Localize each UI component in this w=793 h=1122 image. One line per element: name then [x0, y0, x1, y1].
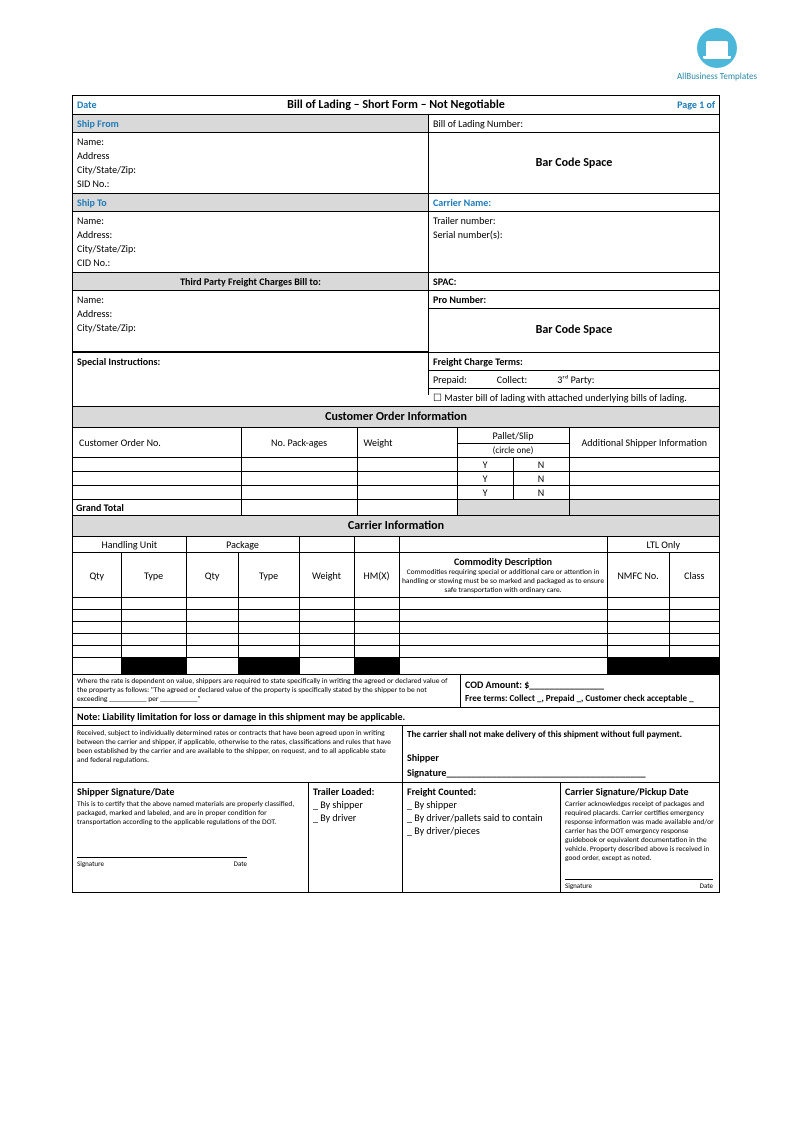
- logo: AllBusiness Templates: [677, 28, 757, 82]
- received-note: Received, subject to individually determ…: [73, 726, 403, 782]
- ltl-header: LTL Only: [607, 537, 719, 553]
- ship-from-name: Name:: [77, 135, 424, 149]
- logo-text: AllBusiness Templates: [677, 72, 757, 82]
- third-party-city: City/State/Zip:: [77, 321, 424, 335]
- fc-by-driver-pallets: _ By driver/pallets said to contain: [407, 811, 556, 824]
- customer-order-title: Customer Order Information: [73, 407, 719, 428]
- commodity-desc-header: Commodity Description: [402, 555, 605, 568]
- ship-to-city: City/State/Zip:: [77, 242, 424, 256]
- ship-from-address: Address: [77, 149, 424, 163]
- barcode-space-2: Bar Code Space: [429, 309, 719, 351]
- special-instructions-label: Special Instructions:: [73, 353, 429, 395]
- rate-note: Where the rate is dependent on value, sh…: [73, 675, 461, 708]
- package-header: Package: [186, 537, 299, 553]
- trailer-by-shipper: _ By shipper: [313, 798, 398, 811]
- ship-to-address: Address:: [77, 228, 424, 242]
- prepaid-label: Prepaid:: [433, 373, 467, 386]
- page-label: Page 1 of: [677, 98, 715, 111]
- pro-number-label: Pro Number:: [429, 291, 719, 309]
- third-party-label: 3ʳᵈ Party:: [557, 373, 594, 386]
- circle-one: (circle one): [457, 444, 569, 458]
- ship-from-sid: SID No.:: [77, 177, 424, 191]
- trailer-by-driver: _ By driver: [313, 811, 398, 824]
- barcode-space-1: Bar Code Space: [429, 133, 719, 193]
- signature-line: Signature_______________________________…: [407, 765, 715, 780]
- ship-to-title: Ship To: [77, 196, 107, 209]
- col-pallet: Pallet/Slip: [457, 428, 569, 444]
- y-option: Y: [458, 458, 514, 471]
- fc-by-driver-pieces: _ By driver/pieces: [407, 824, 556, 837]
- delivery-note: The carrier shall not make delivery of t…: [407, 728, 715, 742]
- fc-by-shipper: _ By shipper: [407, 798, 556, 811]
- ship-from-title: Ship From: [77, 117, 119, 130]
- logo-icon: [697, 28, 737, 68]
- col-order-no: Customer Order No.: [73, 428, 241, 458]
- customer-order-table: Customer Order No. No. Pack-ages Weight …: [73, 428, 719, 515]
- third-party-address: Address:: [77, 307, 424, 321]
- shipper-sig-text: This is to certify that the above named …: [77, 800, 304, 827]
- spac-label: SPAC:: [429, 273, 719, 290]
- date-label: Date: [77, 98, 97, 111]
- form-title: Bill of Lading – Short Form – Not Negoti…: [163, 96, 629, 114]
- ship-from-city: City/State/Zip:: [77, 163, 424, 177]
- ship-to-name: Name:: [77, 214, 424, 228]
- shipper-sig-title: Shipper Signature/Date: [77, 785, 304, 798]
- third-party-name: Name:: [77, 293, 424, 307]
- bol-number-label: Bill of Lading Number:: [429, 115, 719, 132]
- carrier-sig-title: Carrier Signature/Pickup Date: [565, 785, 715, 798]
- ship-to-cid: CID No.:: [77, 256, 424, 270]
- carrier-info-title: Carrier Information: [73, 515, 719, 537]
- bill-of-lading-form: Date Bill of Lading – Short Form – Not N…: [72, 95, 720, 893]
- shipper-text: Shipper: [407, 750, 715, 765]
- trailer-loaded-title: Trailer Loaded:: [313, 785, 398, 798]
- cod-amount: COD Amount: $_______________: [465, 677, 715, 692]
- col-weight: Weight: [357, 428, 457, 458]
- master-bol-label: ☐ Master bill of lading with attached un…: [429, 389, 719, 406]
- carrier-info-table: Handling Unit Package LTL Only Qty Type …: [73, 537, 719, 674]
- freight-counted-title: Freight Counted:: [407, 785, 556, 798]
- carrier-name-label: Carrier Name:: [433, 196, 491, 209]
- handling-unit-header: Handling Unit: [73, 537, 186, 553]
- trailer-number: Trailer number:: [433, 214, 715, 228]
- freight-terms-title: Freight Charge Terms:: [429, 353, 719, 371]
- commodity-note: Commodities requiring special or additio…: [402, 568, 605, 595]
- collect-label: Collect:: [497, 373, 527, 386]
- n-option: N: [514, 458, 569, 471]
- liability-note: Note: Liability limitation for loss or d…: [73, 708, 719, 725]
- col-packages: No. Pack-ages: [241, 428, 357, 458]
- grand-total-label: Grand Total: [73, 500, 241, 516]
- third-party-title: Third Party Freight Charges Bill to:: [73, 273, 429, 290]
- col-additional: Additional Shipper Information: [569, 428, 719, 458]
- cod-terms: Free terms: Collect _, Prepaid _, Custom…: [465, 692, 715, 706]
- serial-number: Serial number(s):: [433, 228, 715, 242]
- carrier-sig-text: Carrier acknowledges receipt of packages…: [565, 800, 715, 863]
